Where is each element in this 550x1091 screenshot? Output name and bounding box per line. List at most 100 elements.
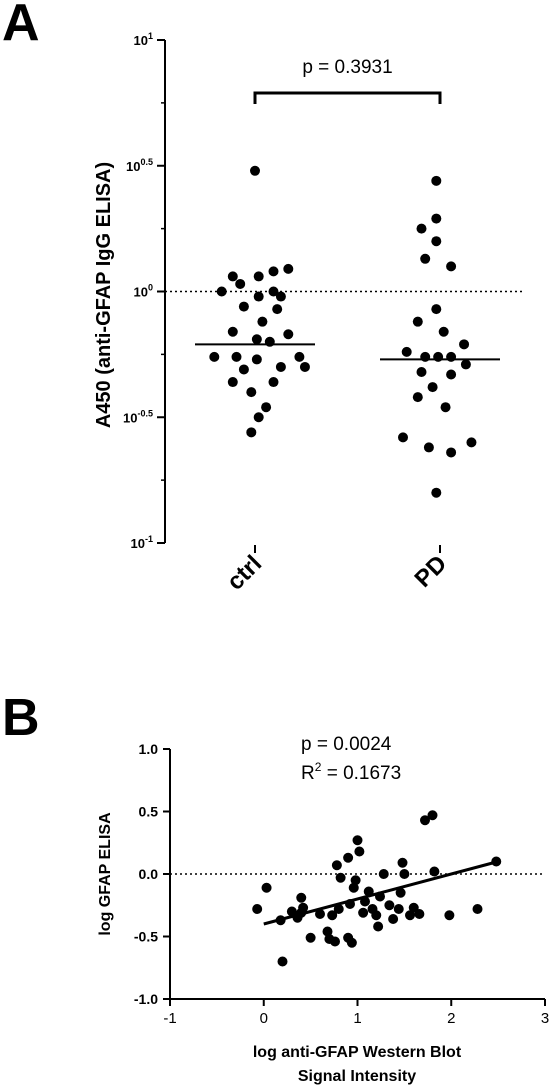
data-point [238,301,249,312]
significance-bracket [253,91,442,104]
p-value-label: p = 0.0024 [301,734,392,755]
data-point [253,412,264,423]
data-point [393,904,404,914]
y-tick-label: 100 [134,283,153,300]
data-point [275,361,286,372]
data-point [459,339,470,350]
data-point [431,304,442,315]
data-point [227,271,238,282]
data-point [298,902,309,913]
x-category-label: PD [410,550,453,593]
x-axis-title-line1: log anti-GFAP Western Blot [253,1044,462,1061]
data-point [277,956,288,967]
data-point [446,261,457,272]
data-point [363,886,374,897]
panel-a-chart: 101 100.5 100 10-0.5 10-1 A450 (anti-GFAP IgG… [93,31,522,596]
data-point [427,810,438,821]
data-point [427,382,438,393]
data-point [412,316,423,327]
data-point [343,852,354,863]
data-point [292,912,303,923]
data-point [446,369,457,380]
data-point [352,835,363,846]
data-point [335,872,346,883]
panel-a-letter: A [2,0,40,52]
data-point [216,286,227,297]
data-point [238,364,249,375]
data-point [378,869,389,879]
data-point [261,402,272,413]
data-point [261,882,272,893]
y-tick-label: -1.0 [134,991,158,1007]
data-point [405,910,415,921]
data-point [431,487,442,498]
data-point [275,291,286,302]
data-point [299,361,310,372]
data-point [416,366,427,377]
data-point [343,932,354,943]
y-tick-label: 100.5 [126,157,153,174]
data-point [235,278,246,289]
data-point [460,359,471,370]
x-tick-label: 0 [260,1010,268,1027]
x-tick-label: 3 [541,1010,549,1027]
data-point [397,857,408,868]
data-point [350,875,361,886]
data-point [446,447,457,458]
x-tick-label: 2 [447,1010,455,1027]
data-point [420,815,430,826]
data-point [466,437,477,448]
data-point [398,432,408,443]
y-axis-title: A450 (anti-GFAP IgG ELISA) [93,162,115,428]
data-point [283,329,294,340]
data-point [296,892,307,903]
data-point [331,860,342,871]
y-tick-label: 101 [134,31,153,48]
y-tick-label: 10-0.5 [123,408,153,425]
data-point [395,887,406,898]
data-point [416,223,427,234]
data-point [283,263,294,274]
x-tick-label: 1 [353,1010,361,1027]
data-point [401,346,412,357]
panel-b-letter: B [2,689,40,747]
data-point [373,921,384,932]
data-point [438,326,449,337]
data-point [412,392,423,403]
data-point [294,351,305,362]
data-point [371,910,382,921]
data-point [246,427,257,438]
data-point [444,910,455,921]
data-point [250,165,260,176]
data-point [431,236,442,247]
data-point [227,326,238,337]
data-point [231,351,242,362]
data-point [384,900,395,911]
data-point [388,914,399,924]
data-point [251,354,262,365]
data-point [399,869,410,879]
data-point [431,213,442,224]
data-point [491,856,502,867]
x-axis-title-line2: Signal Intensity [298,1068,416,1085]
data-point [440,402,451,413]
data-point [322,926,333,937]
y-tick-label: 0.5 [139,804,159,820]
y-tick-label: -0.5 [134,929,158,945]
data-point [253,291,264,302]
data-point [305,932,316,943]
data-point [348,882,359,893]
data-point [472,904,483,914]
data-point [253,271,264,282]
data-point [423,442,434,453]
data-point [429,866,440,877]
data-point [227,377,238,388]
p-value-label: p = 0.3931 [302,57,392,78]
y-tick-label: 10-1 [131,534,153,551]
y-tick-label: 1.0 [139,741,159,757]
data-point [358,907,369,918]
data-point [420,253,431,264]
data-point [414,909,425,919]
data-point [272,304,283,315]
